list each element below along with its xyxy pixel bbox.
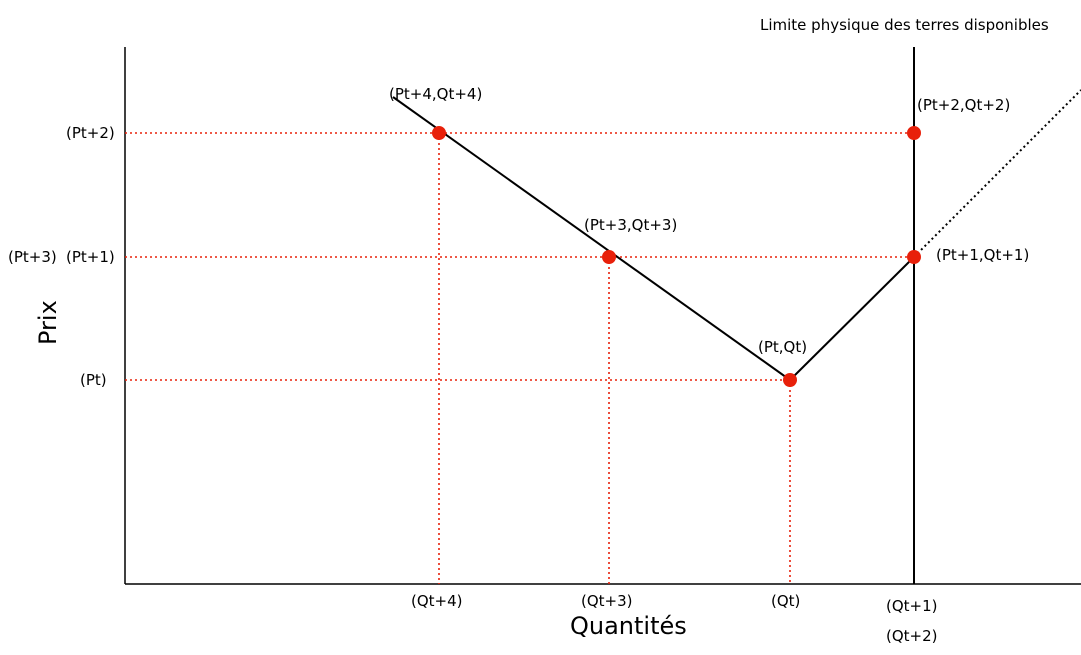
supply-line-extension [913, 89, 1081, 258]
point-pt3-qt3 [602, 250, 616, 264]
y-tick-pt: (Pt) [80, 371, 107, 389]
label-pt4-qt4: (Pt+4,Qt+4) [389, 85, 483, 103]
x-axis-title: Quantités [570, 612, 687, 640]
x-tick-qt1: (Qt+1) [886, 597, 938, 615]
x-tick-qt2: (Qt+2) [886, 627, 938, 645]
x-tick-qt4: (Qt+4) [411, 592, 463, 610]
label-pt3-qt3: (Pt+3,Qt+3) [584, 216, 678, 234]
label-pt1-qt1: (Pt+1,Qt+1) [936, 246, 1030, 264]
y-tick-pt2: (Pt+2) [66, 124, 115, 142]
x-tick-qt: (Qt) [771, 592, 801, 610]
point-pt4-qt4-marker [432, 126, 446, 140]
point-pt1-qt1 [907, 250, 921, 264]
demand-line [392, 96, 791, 381]
diagram-title: Limite physique des terres disponibles [760, 16, 1049, 34]
label-pt-qt: (Pt,Qt) [758, 338, 808, 356]
x-tick-qt3: (Qt+3) [581, 592, 633, 610]
label-pt2-qt2: (Pt+2,Qt+2) [917, 96, 1011, 114]
point-pt2-qt2 [907, 126, 921, 140]
supply-line [789, 256, 915, 381]
y-tick-pt1: (Pt+1) [66, 248, 115, 266]
y-tick-pt3: (Pt+3) [8, 248, 57, 266]
y-axis-title: Prix [34, 300, 62, 345]
equilibrium-points [432, 126, 921, 387]
guide-lines [125, 132, 914, 584]
point-pt-qt [783, 373, 797, 387]
